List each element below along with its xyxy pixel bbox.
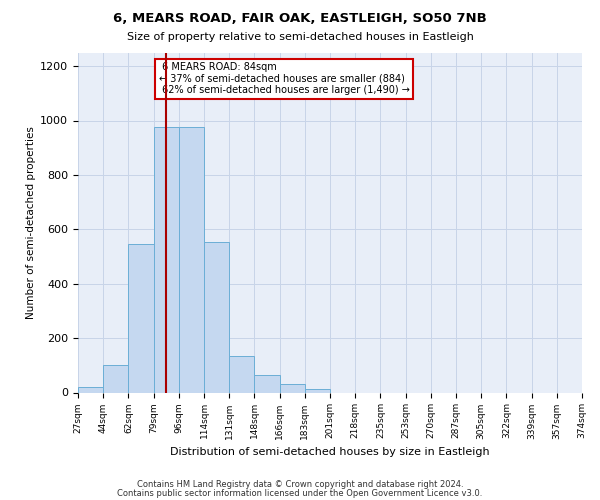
Bar <box>204 242 229 392</box>
X-axis label: Distribution of semi-detached houses by size in Eastleigh: Distribution of semi-detached houses by … <box>170 447 490 457</box>
Bar <box>78 387 103 392</box>
Bar <box>254 375 280 392</box>
Y-axis label: Number of semi-detached properties: Number of semi-detached properties <box>26 126 36 319</box>
Bar <box>179 128 204 392</box>
Text: 6 MEARS ROAD: 84sqm
← 37% of semi-detached houses are smaller (884)
 62% of semi: 6 MEARS ROAD: 84sqm ← 37% of semi-detach… <box>158 62 410 95</box>
Bar <box>305 389 330 392</box>
Text: Contains HM Land Registry data © Crown copyright and database right 2024.: Contains HM Land Registry data © Crown c… <box>137 480 463 489</box>
Text: Contains public sector information licensed under the Open Government Licence v3: Contains public sector information licen… <box>118 488 482 498</box>
Bar <box>154 128 179 392</box>
Bar <box>229 356 254 393</box>
Bar <box>103 366 128 392</box>
Text: Size of property relative to semi-detached houses in Eastleigh: Size of property relative to semi-detach… <box>127 32 473 42</box>
Text: 6, MEARS ROAD, FAIR OAK, EASTLEIGH, SO50 7NB: 6, MEARS ROAD, FAIR OAK, EASTLEIGH, SO50… <box>113 12 487 26</box>
Bar <box>280 384 305 392</box>
Bar <box>128 244 154 392</box>
